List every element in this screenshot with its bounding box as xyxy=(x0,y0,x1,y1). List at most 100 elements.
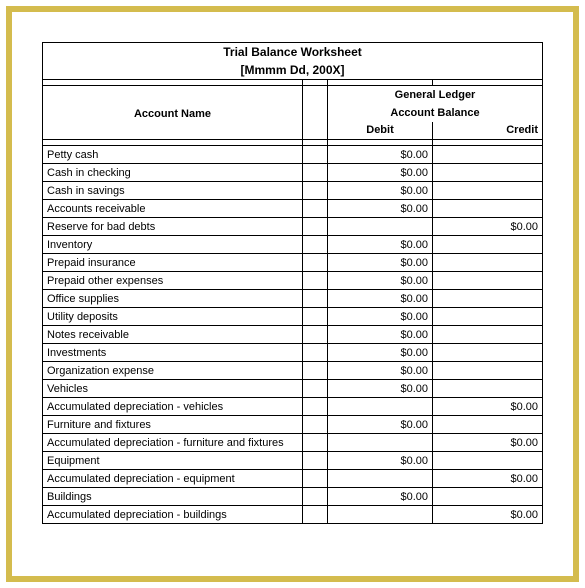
table-row: Prepaid other expenses $0.00 xyxy=(43,272,543,290)
table-row: Inventory $0.00 xyxy=(43,236,543,254)
account-name-cell: Accumulated depreciation - equipment xyxy=(43,470,303,488)
credit-cell xyxy=(433,488,543,506)
table-row: Prepaid insurance$0.00 xyxy=(43,254,543,272)
account-name-cell: Organization expense xyxy=(43,362,303,380)
table-row: Buildings $0.00 xyxy=(43,488,543,506)
table-row: Accumulated depreciation - furniture and… xyxy=(43,434,543,452)
debit-cell: $0.00 xyxy=(328,308,433,326)
spacer-cell xyxy=(303,452,328,470)
table-row: Cash in savings$0.00 xyxy=(43,182,543,200)
account-name-cell: Reserve for bad debts xyxy=(43,218,303,236)
credit-cell xyxy=(433,452,543,470)
worksheet-frame: Trial Balance Worksheet [Mmmm Dd, 200X] … xyxy=(6,6,579,582)
account-name-cell: Cash in checking xyxy=(43,164,303,182)
credit-header: Credit xyxy=(433,122,543,140)
title-row: Trial Balance Worksheet xyxy=(43,43,543,62)
credit-cell xyxy=(433,182,543,200)
debit-cell: $0.00 xyxy=(328,164,433,182)
spacer-cell xyxy=(303,398,328,416)
spacer-cell xyxy=(303,344,328,362)
credit-cell xyxy=(433,200,543,218)
debit-header: Debit xyxy=(328,122,433,140)
account-name-cell: Equipment xyxy=(43,452,303,470)
account-name-cell: Accumulated depreciation - vehicles xyxy=(43,398,303,416)
table-row: Equipment $0.00 xyxy=(43,452,543,470)
account-name-cell: Buildings xyxy=(43,488,303,506)
debit-cell xyxy=(328,506,433,524)
credit-cell xyxy=(433,236,543,254)
debit-cell: $0.00 xyxy=(328,344,433,362)
account-name-cell: Prepaid other expenses xyxy=(43,272,303,290)
spacer-cell xyxy=(303,434,328,452)
account-name-cell: Investments xyxy=(43,344,303,362)
debit-cell: $0.00 xyxy=(328,326,433,344)
debit-cell: $0.00 xyxy=(328,146,433,164)
account-name-cell: Accumulated depreciation - buildings xyxy=(43,506,303,524)
account-name-header: Account Name xyxy=(43,86,303,122)
date-row: [Mmmm Dd, 200X] xyxy=(43,61,543,80)
debit-cell xyxy=(328,470,433,488)
spacer-cell xyxy=(303,254,328,272)
account-name-cell: Accumulated depreciation - furniture and… xyxy=(43,434,303,452)
table-row: Office supplies $0.00 xyxy=(43,290,543,308)
spacer-cell xyxy=(303,416,328,434)
debit-cell: $0.00 xyxy=(328,272,433,290)
spacer-cell xyxy=(303,470,328,488)
debit-cell xyxy=(328,434,433,452)
spacer-cell xyxy=(303,146,328,164)
ledger-header-row: Account Name General Ledger xyxy=(43,86,543,104)
table-row: Accounts receivable $0.00 xyxy=(43,200,543,218)
credit-cell xyxy=(433,254,543,272)
debit-cell: $0.00 xyxy=(328,488,433,506)
debit-cell: $0.00 xyxy=(328,290,433,308)
account-name-cell: Inventory xyxy=(43,236,303,254)
table-row: Organization expense $0.00 xyxy=(43,362,543,380)
debit-cell: $0.00 xyxy=(328,452,433,470)
spacer-cell xyxy=(303,506,328,524)
spacer-cell xyxy=(303,326,328,344)
spacer-cell xyxy=(303,218,328,236)
credit-cell xyxy=(433,164,543,182)
credit-cell: $0.00 xyxy=(433,398,543,416)
date-placeholder: [Mmmm Dd, 200X] xyxy=(43,61,543,80)
worksheet-title: Trial Balance Worksheet xyxy=(43,43,543,62)
credit-cell xyxy=(433,362,543,380)
account-name-cell: Notes receivable xyxy=(43,326,303,344)
credit-cell: $0.00 xyxy=(433,434,543,452)
account-name-cell: Office supplies xyxy=(43,290,303,308)
credit-cell xyxy=(433,272,543,290)
table-row: Reserve for bad debts $0.00 xyxy=(43,218,543,236)
table-row: Accumulated depreciation - buildings $0.0… xyxy=(43,506,543,524)
spacer-cell xyxy=(303,272,328,290)
account-name-cell: Prepaid insurance xyxy=(43,254,303,272)
spacer-cell xyxy=(303,380,328,398)
debit-cell xyxy=(328,218,433,236)
table-row: Accumulated depreciation - vehicles $0.00 xyxy=(43,398,543,416)
account-balance-header: Account Balance xyxy=(328,104,543,122)
table-row: Vehicles$0.00 xyxy=(43,380,543,398)
debit-cell: $0.00 xyxy=(328,200,433,218)
credit-cell: $0.00 xyxy=(433,470,543,488)
credit-cell xyxy=(433,344,543,362)
debit-cell: $0.00 xyxy=(328,236,433,254)
credit-cell xyxy=(433,380,543,398)
table-row: Petty cash $0.00 xyxy=(43,146,543,164)
credit-cell xyxy=(433,416,543,434)
credit-cell: $0.00 xyxy=(433,218,543,236)
debit-cell: $0.00 xyxy=(328,362,433,380)
account-name-cell: Accounts receivable xyxy=(43,200,303,218)
account-name-cell: Furniture and fixtures xyxy=(43,416,303,434)
spacer-cell xyxy=(303,488,328,506)
credit-cell: $0.00 xyxy=(433,506,543,524)
trial-balance-table: Trial Balance Worksheet [Mmmm Dd, 200X] … xyxy=(42,42,543,524)
table-row: Investments $0.00 xyxy=(43,344,543,362)
table-row: Accumulated depreciation - equipment $0.0… xyxy=(43,470,543,488)
credit-cell xyxy=(433,326,543,344)
account-name-cell: Petty cash xyxy=(43,146,303,164)
debit-cell: $0.00 xyxy=(328,416,433,434)
table-row: Notes receivable $0.00 xyxy=(43,326,543,344)
account-name-cell: Utility deposits xyxy=(43,308,303,326)
general-ledger-header: General Ledger xyxy=(328,86,543,104)
spacer-cell xyxy=(303,236,328,254)
table-row: Cash in checking $0.00 xyxy=(43,164,543,182)
